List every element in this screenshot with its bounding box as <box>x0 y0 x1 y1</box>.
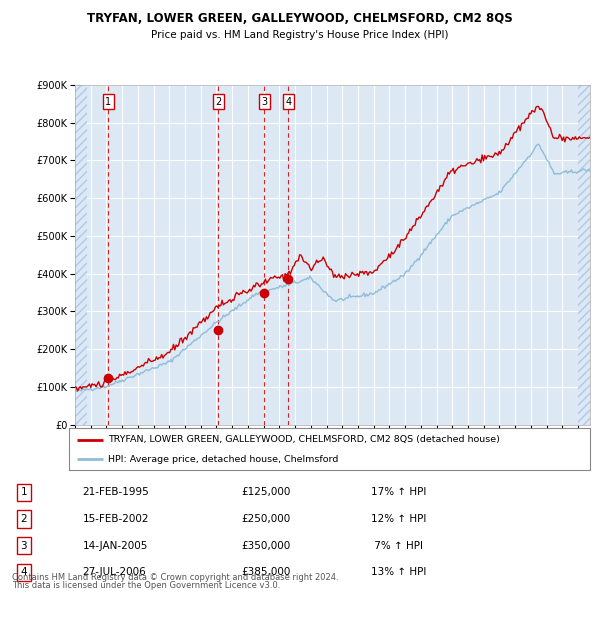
Text: 21-FEB-1995: 21-FEB-1995 <box>82 487 149 497</box>
Text: 27-JUL-2006: 27-JUL-2006 <box>82 567 146 577</box>
Text: 17% ↑ HPI: 17% ↑ HPI <box>371 487 426 497</box>
Text: 3: 3 <box>20 541 27 551</box>
Text: 3: 3 <box>261 97 268 107</box>
Text: 4: 4 <box>285 97 292 107</box>
Text: TRYFAN, LOWER GREEN, GALLEYWOOD, CHELMSFORD, CM2 8QS: TRYFAN, LOWER GREEN, GALLEYWOOD, CHELMSF… <box>87 12 513 25</box>
Text: £125,000: £125,000 <box>241 487 290 497</box>
Text: 12% ↑ HPI: 12% ↑ HPI <box>371 514 426 524</box>
Text: HPI: Average price, detached house, Chelmsford: HPI: Average price, detached house, Chel… <box>108 455 338 464</box>
Text: 4: 4 <box>20 567 27 577</box>
Text: 1: 1 <box>106 97 112 107</box>
Text: 2: 2 <box>20 514 27 524</box>
Text: 14-JAN-2005: 14-JAN-2005 <box>82 541 148 551</box>
Text: £250,000: £250,000 <box>241 514 290 524</box>
Text: Price paid vs. HM Land Registry's House Price Index (HPI): Price paid vs. HM Land Registry's House … <box>151 30 449 40</box>
Text: TRYFAN, LOWER GREEN, GALLEYWOOD, CHELMSFORD, CM2 8QS (detached house): TRYFAN, LOWER GREEN, GALLEYWOOD, CHELMSF… <box>108 435 500 444</box>
Text: 13% ↑ HPI: 13% ↑ HPI <box>371 567 426 577</box>
Text: £385,000: £385,000 <box>241 567 290 577</box>
Text: 7% ↑ HPI: 7% ↑ HPI <box>371 541 422 551</box>
Text: 1: 1 <box>20 487 27 497</box>
Text: £350,000: £350,000 <box>241 541 290 551</box>
Text: 2: 2 <box>215 97 221 107</box>
Text: This data is licensed under the Open Government Licence v3.0.: This data is licensed under the Open Gov… <box>12 581 280 590</box>
Text: Contains HM Land Registry data © Crown copyright and database right 2024.: Contains HM Land Registry data © Crown c… <box>12 572 338 582</box>
Text: 15-FEB-2002: 15-FEB-2002 <box>82 514 149 524</box>
